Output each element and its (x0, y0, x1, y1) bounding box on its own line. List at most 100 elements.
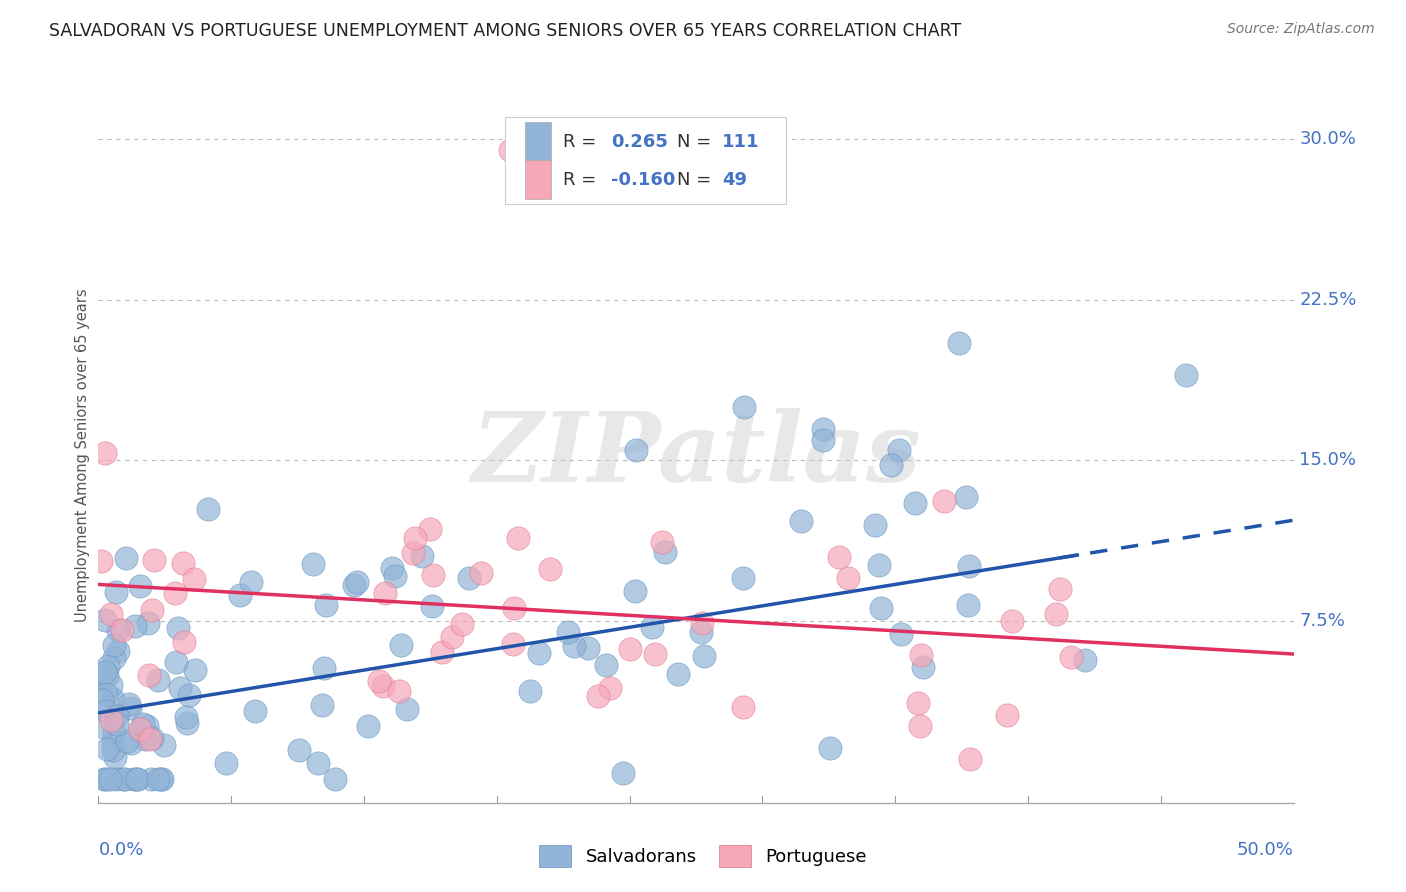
Text: 7.5%: 7.5% (1299, 612, 1346, 630)
Point (166, 621, 188, 635)
Point (502, 637, 524, 651)
Text: 22.5%: 22.5% (1299, 291, 1357, 309)
Point (124, 618, 146, 632)
Point (111, 623, 134, 637)
Point (599, 681, 621, 695)
Point (105, 716, 128, 731)
Point (619, 642, 641, 657)
Point (172, 556, 194, 570)
Point (96, 742, 118, 756)
Point (103, 691, 125, 706)
Point (870, 601, 893, 615)
Point (457, 571, 479, 585)
Point (302, 558, 325, 572)
Point (103, 651, 125, 665)
Point (470, 566, 492, 580)
Point (1175, 368, 1198, 382)
Point (693, 649, 716, 664)
Point (93, 446, 115, 460)
Point (595, 658, 617, 673)
Point (651, 535, 673, 549)
Point (146, 673, 169, 687)
Point (169, 681, 191, 695)
Point (149, 772, 172, 787)
Point (1045, 607, 1067, 621)
Point (818, 741, 841, 756)
Point (90, 554, 112, 568)
Point (837, 570, 859, 584)
Point (626, 442, 648, 457)
Text: R =: R = (564, 133, 596, 151)
Point (97, 659, 120, 673)
Point (1059, 650, 1081, 665)
Point (307, 756, 329, 770)
Point (125, 772, 148, 787)
Point (911, 660, 934, 674)
Point (934, 494, 956, 508)
Point (395, 702, 418, 716)
Point (107, 644, 129, 658)
Point (1049, 582, 1071, 597)
Point (557, 625, 579, 640)
Point (93, 665, 115, 679)
Point (107, 623, 129, 637)
Point (538, 562, 561, 576)
Point (811, 422, 834, 436)
Point (177, 688, 200, 702)
Text: Source: ZipAtlas.com: Source: ZipAtlas.com (1227, 22, 1375, 37)
Point (312, 661, 335, 675)
Point (104, 750, 127, 764)
Point (127, 772, 149, 787)
FancyBboxPatch shape (505, 118, 786, 204)
Text: 30.0%: 30.0% (1299, 130, 1357, 148)
Point (690, 615, 713, 630)
Point (733, 700, 755, 714)
Point (94, 704, 117, 718)
Point (118, 701, 141, 715)
Point (239, 575, 262, 590)
Text: R =: R = (564, 171, 596, 189)
Point (790, 514, 813, 528)
Point (612, 765, 634, 780)
Point (245, 704, 267, 718)
Point (903, 496, 925, 510)
Point (422, 567, 444, 582)
Point (731, 571, 754, 585)
Point (641, 620, 664, 634)
Point (404, 532, 426, 546)
Point (957, 558, 980, 573)
Point (889, 442, 911, 457)
Point (141, 772, 163, 787)
Point (357, 719, 380, 733)
Point (346, 574, 368, 589)
Point (229, 588, 252, 602)
Point (402, 546, 425, 560)
Point (323, 772, 346, 787)
Point (197, 501, 219, 516)
Point (215, 756, 238, 770)
Text: 111: 111 (723, 133, 759, 151)
Point (129, 579, 152, 593)
Point (134, 731, 156, 746)
Point (527, 646, 550, 660)
Point (959, 752, 981, 766)
Point (90, 672, 112, 686)
FancyBboxPatch shape (524, 122, 551, 161)
Text: -0.160: -0.160 (612, 171, 675, 189)
Point (152, 772, 174, 787)
Point (100, 678, 122, 692)
Point (343, 578, 366, 592)
Point (578, 641, 600, 656)
Point (430, 645, 453, 659)
Point (132, 717, 155, 731)
Point (148, 772, 170, 787)
Point (441, 630, 464, 644)
Point (103, 638, 125, 652)
Point (143, 553, 166, 567)
Point (91, 693, 114, 707)
Point (165, 655, 187, 669)
Text: SALVADORAN VS PORTUGUESE UNEMPLOYMENT AMONG SENIORS OVER 65 YEARS CORRELATION CH: SALVADORAN VS PORTUGUESE UNEMPLOYMENT AM… (49, 22, 962, 40)
Point (955, 490, 977, 504)
Point (666, 667, 689, 681)
Point (948, 335, 970, 350)
